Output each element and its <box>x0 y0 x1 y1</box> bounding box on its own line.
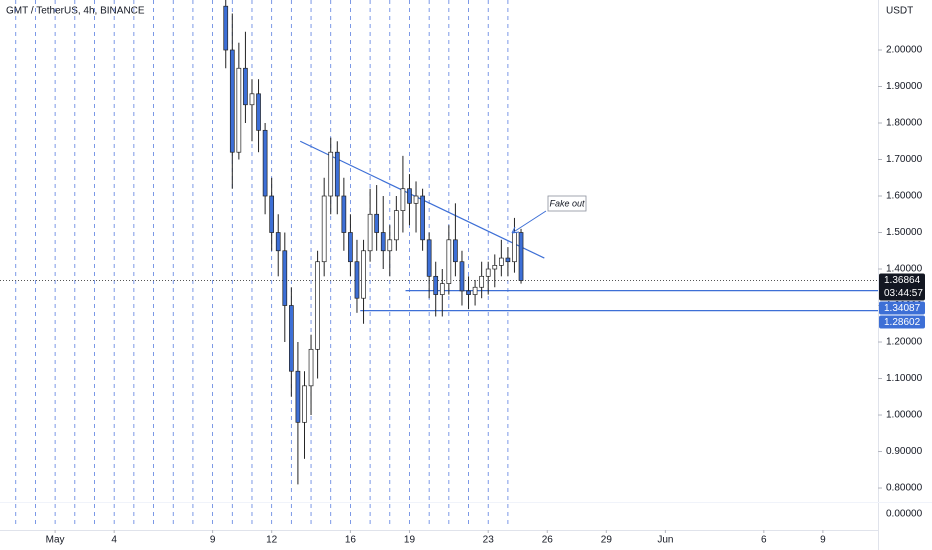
candle-body <box>420 195 425 241</box>
candle-body <box>518 232 524 281</box>
candle-body <box>472 286 478 295</box>
candle-body <box>426 239 432 277</box>
x-tick-label: Jun <box>657 535 673 546</box>
x-tick-label: 6 <box>761 535 767 546</box>
annotation-arrow <box>511 210 547 234</box>
y-tick-label: 1.60000 <box>886 191 923 202</box>
candle-body <box>256 93 261 131</box>
candle-body <box>367 213 373 252</box>
x-tick-label: 29 <box>601 535 613 546</box>
x-tick-label: 19 <box>404 535 416 546</box>
candle-body <box>380 232 386 252</box>
candle-body <box>249 93 255 106</box>
x-tick-label: 16 <box>345 535 357 546</box>
candle-body <box>328 151 334 197</box>
candle-body <box>223 5 229 51</box>
y-tick-label: 0.00000 <box>886 509 923 520</box>
y-tick-label: 1.10000 <box>886 373 923 384</box>
candle-body <box>275 232 281 252</box>
candle-body <box>505 257 511 263</box>
candle-body <box>387 239 393 252</box>
level-price-box <box>879 301 925 315</box>
level-price-label: 1.34087 <box>884 303 921 314</box>
candle-body <box>459 261 465 292</box>
y-tick-label: 0.90000 <box>886 446 923 457</box>
candle-body <box>348 232 353 263</box>
y-tick-label: 1.20000 <box>886 337 923 348</box>
candle-body <box>289 305 294 372</box>
candle-body <box>229 49 235 153</box>
candle-body <box>407 188 412 204</box>
candle-body <box>446 239 452 284</box>
candle-body <box>485 268 491 277</box>
candle-body <box>269 195 275 233</box>
countdown-label: 03:44:57 <box>884 288 923 299</box>
level-price-box <box>879 315 925 329</box>
x-tick-label: 26 <box>542 535 554 546</box>
y-tick-label: 1.50000 <box>886 227 923 238</box>
x-tick-label: 9 <box>820 535 826 546</box>
candle-body <box>492 265 498 270</box>
x-tick-label: 12 <box>266 535 278 546</box>
candle-body <box>321 195 327 263</box>
candle-body <box>354 261 360 299</box>
annotation-box <box>547 195 587 212</box>
candle-body <box>374 213 380 233</box>
x-tick-label: May <box>46 535 65 546</box>
candle-body <box>479 275 485 288</box>
last-price-label: 1.36864 <box>884 275 921 286</box>
candle-body <box>498 257 504 266</box>
x-tick-label: 4 <box>111 535 117 546</box>
candle-body <box>512 232 517 263</box>
candle-body <box>302 385 307 423</box>
chart-title: GMT / TetherUS, 4h, BINANCE <box>6 6 145 17</box>
candle-body <box>236 67 242 153</box>
candle-body <box>341 195 347 233</box>
candle-body <box>334 151 340 197</box>
x-tick-label: 23 <box>483 535 495 546</box>
y-tick-label: 1.80000 <box>886 118 923 129</box>
candle-body <box>282 250 288 306</box>
last-price-box <box>879 273 925 301</box>
candle-body <box>433 275 439 295</box>
annotation: Fake out <box>549 198 585 208</box>
x-tick-label: 9 <box>210 535 216 546</box>
candle-body <box>295 370 301 423</box>
candle-body <box>393 210 399 241</box>
y-tick-label: 1.00000 <box>886 410 923 421</box>
y-tick-label: 1.70000 <box>886 154 923 165</box>
y-tick-label: 1.40000 <box>886 264 923 275</box>
y-tick-label: 1.90000 <box>886 81 923 92</box>
candle-body <box>400 188 406 211</box>
candle-body <box>413 195 419 204</box>
candle-body <box>361 250 366 299</box>
candle-body <box>308 348 314 387</box>
candle-body <box>262 129 268 197</box>
candle-body <box>466 290 471 295</box>
candle-body <box>243 67 248 106</box>
candle-body <box>439 283 445 295</box>
y-tick-label: 0.80000 <box>886 483 923 494</box>
y-tick-label: 2.00000 <box>886 45 923 56</box>
candle-body <box>453 239 458 263</box>
candle-body <box>315 261 320 350</box>
level-price-label: 1.28602 <box>884 317 921 328</box>
y-axis-label: USDT <box>886 6 913 17</box>
